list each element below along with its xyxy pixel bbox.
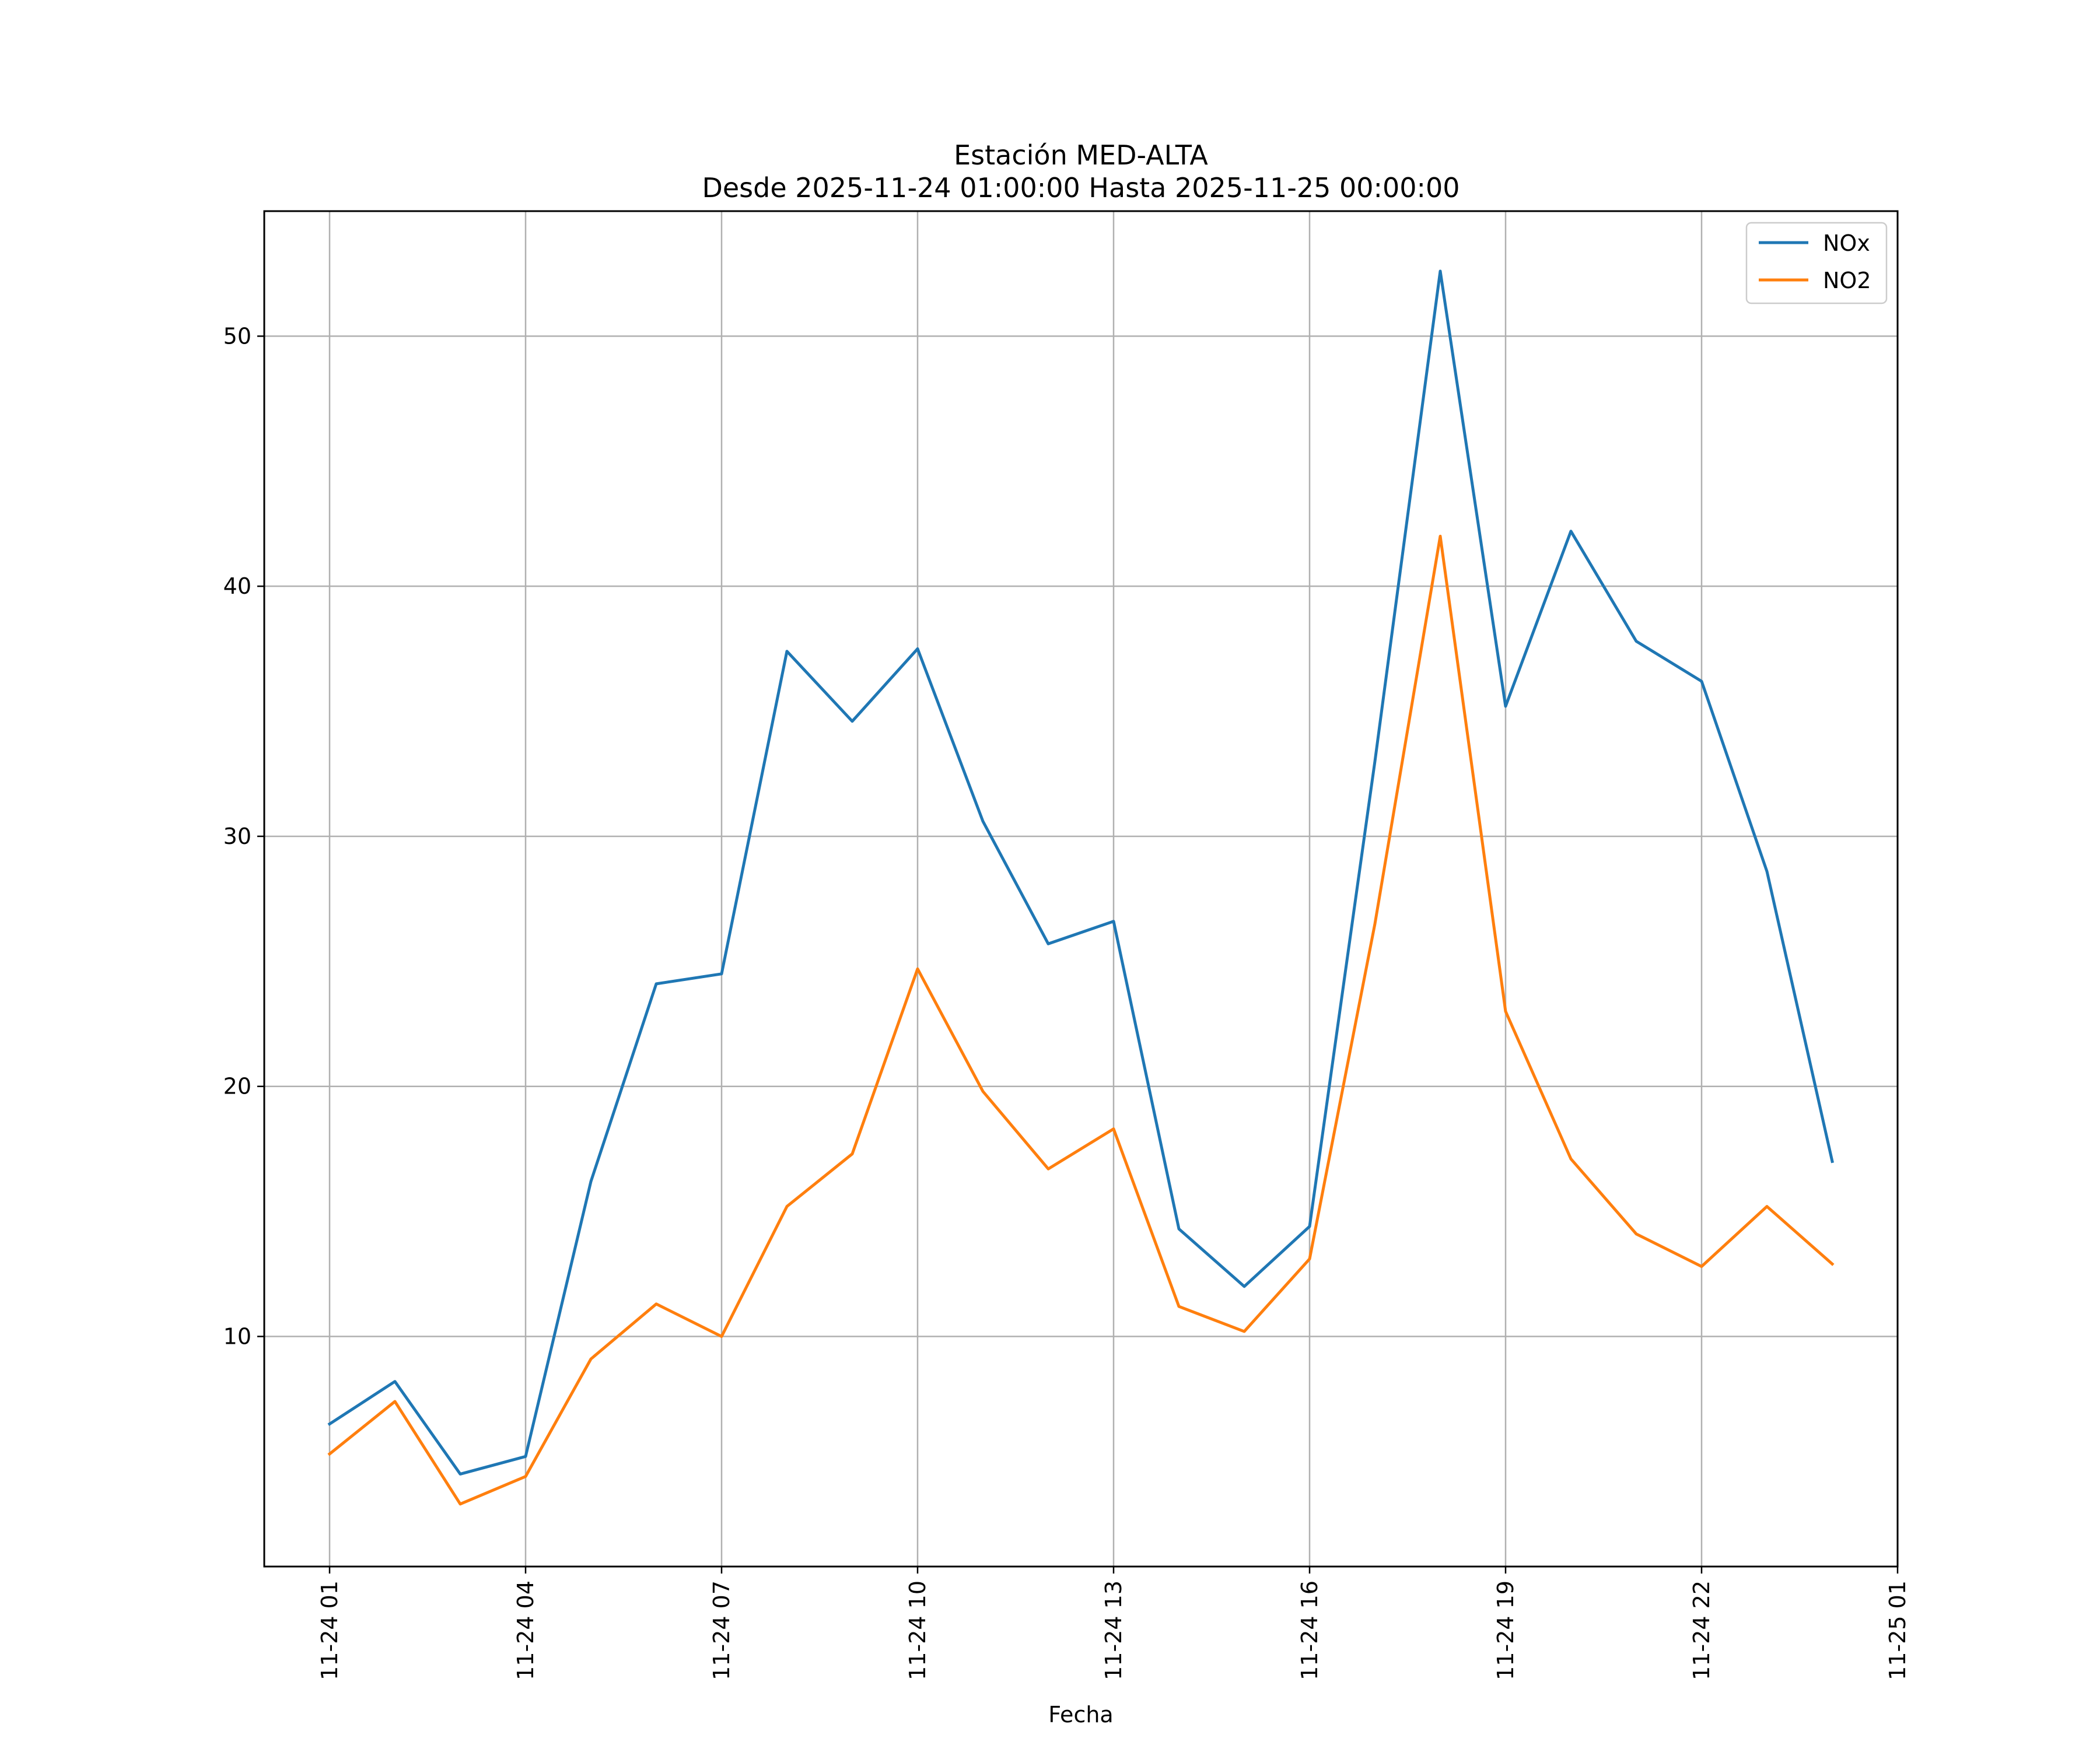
legend-label-nox: NOx [1823, 230, 1870, 256]
y-tick-label: 10 [223, 1324, 251, 1350]
x-axis-ticks: 11-24 01 11-24 04 11-24 07 11-24 10 11-24 13… [317, 1567, 1910, 1680]
x-tick-label: 11-24 10 [905, 1581, 930, 1680]
series-lines [327, 269, 1835, 1506]
x-tick-label: 11-24 07 [709, 1581, 734, 1680]
y-tick-label: 20 [223, 1074, 251, 1099]
x-tick-label: 11-24 01 [317, 1581, 342, 1680]
plot-area-frame [263, 210, 1899, 1568]
legend-label-no2: NO2 [1823, 268, 1871, 293]
x-tick-label: 11-25 01 [1885, 1581, 1910, 1680]
y-tick-label: 40 [223, 573, 251, 599]
x-tick-label: 11-24 04 [513, 1581, 538, 1680]
y-tick-label: 30 [223, 824, 251, 849]
y-tick-label: 50 [223, 323, 251, 349]
x-tick-label: 11-24 19 [1493, 1581, 1518, 1680]
x-tick-label: 11-24 13 [1101, 1581, 1126, 1680]
legend: NOx NO2 [1745, 222, 1888, 304]
x-tick-label: 11-24 16 [1297, 1581, 1322, 1680]
x-tick-label: 11-24 22 [1689, 1581, 1714, 1680]
x-axis-label: Fecha [1048, 1702, 1113, 1728]
chart-subtitle: Desde 2025-11-24 01:00:00 Hasta 2025-11-… [702, 172, 1460, 204]
series-line-nox [327, 269, 1834, 1476]
chart-title: Estación MED-ALTA [954, 139, 1208, 171]
series-line-no2 [327, 534, 1835, 1506]
y-axis-ticks: 10 20 30 40 50 [223, 323, 264, 1350]
